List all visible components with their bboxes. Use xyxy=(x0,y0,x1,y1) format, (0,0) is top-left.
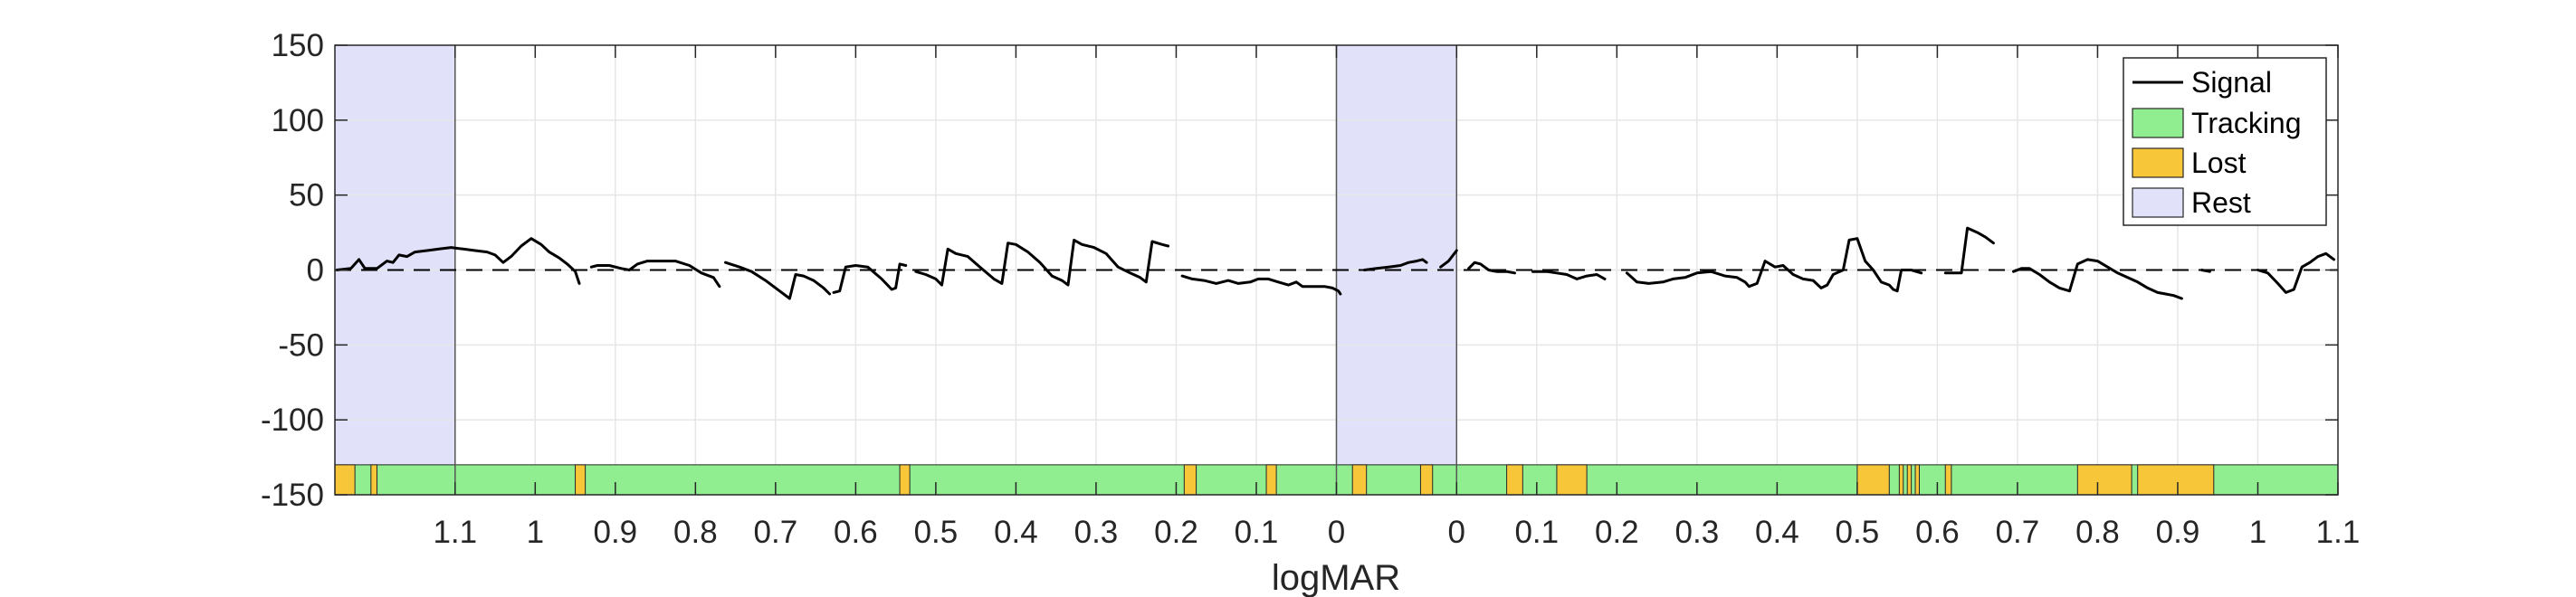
signal-segment xyxy=(914,238,1170,287)
lost-interval xyxy=(1914,464,1920,496)
x-tick-label: 0.4 xyxy=(1755,515,1799,550)
lost-interval xyxy=(1944,464,1952,496)
lost-interval xyxy=(1265,464,1277,496)
lost-interval xyxy=(370,464,377,496)
signal-segment xyxy=(1943,226,1995,275)
x-tick-label: 0.7 xyxy=(754,515,798,550)
legend-rest-swatch xyxy=(2132,187,2184,218)
x-tick-label: 0.1 xyxy=(1514,515,1559,550)
signal-segment xyxy=(1531,270,1607,280)
y-axis-ticks: 150 100 50 0 -50 -100 -150 xyxy=(261,28,2338,513)
signal-segment xyxy=(2012,258,2183,300)
signal-segment xyxy=(1180,274,1342,296)
lost-interval xyxy=(575,464,587,496)
x-tick-label: 0 xyxy=(1448,515,1465,550)
legend-tracking-label: Tracking xyxy=(2191,107,2302,139)
x-tick-label: 0.1 xyxy=(1235,515,1279,550)
y-tick-label: -100 xyxy=(261,403,324,438)
signal-segment xyxy=(1467,261,1516,275)
y-tick-label: 100 xyxy=(272,103,324,138)
x-tick-label: 0.2 xyxy=(1154,515,1198,550)
x-tick-label: 0.6 xyxy=(1915,515,1960,550)
signal-series xyxy=(335,226,2336,300)
legend-rest-label: Rest xyxy=(2191,186,2251,219)
y-tick-label: -150 xyxy=(261,478,324,513)
legend-signal-label: Signal xyxy=(2191,66,2272,99)
lost-interval xyxy=(1351,464,1368,496)
x-tick-label: 0.3 xyxy=(1675,515,1720,550)
legend: Signal Tracking Lost Rest xyxy=(2123,57,2327,226)
x-tick-label: 0.7 xyxy=(1996,515,2040,550)
x-tick-label: 0.3 xyxy=(1074,515,1119,550)
lost-interval xyxy=(899,464,911,496)
x-tick-label: 0.5 xyxy=(1836,515,1880,550)
lost-interval xyxy=(2137,464,2215,496)
x-axis-ticks: 1.1 1 0.9 0.8 0.7 0.6 0.5 0.4 0.3 0.2 0.1 0 0 0.1 0.2 0… xyxy=(433,45,2360,550)
y-tick-label: 50 xyxy=(289,178,324,213)
legend-tracking-swatch xyxy=(2132,108,2184,138)
x-tick-label: 1.1 xyxy=(2316,515,2361,550)
y-tick-label: -50 xyxy=(278,327,324,363)
signal-segment xyxy=(1439,249,1458,269)
x-tick-label: 0.8 xyxy=(673,515,718,550)
x-tick-label: 0.4 xyxy=(994,515,1038,550)
signal-segment xyxy=(335,237,581,285)
x-tick-label: 0.6 xyxy=(834,515,878,550)
signal-segment xyxy=(2256,251,2336,294)
x-tick-label: 0.9 xyxy=(2156,515,2200,550)
signal-segment xyxy=(724,261,832,300)
signal-segment xyxy=(1625,237,1923,293)
lost-interval xyxy=(1898,464,1904,496)
x-tick-label: 1 xyxy=(527,515,544,550)
legend-lost-label: Lost xyxy=(2191,147,2247,179)
legend-lost-swatch xyxy=(2132,147,2184,178)
lost-interval xyxy=(1556,464,1588,496)
y-tick-label: 150 xyxy=(272,28,324,63)
lost-interval xyxy=(1183,464,1197,496)
lost-interval xyxy=(1856,464,1890,496)
x-tick-label: 0.2 xyxy=(1595,515,1639,550)
lost-interval xyxy=(2076,464,2132,496)
x-tick-label: 0 xyxy=(1328,515,1345,550)
signal-segment xyxy=(1363,258,1428,271)
x-tick-label: 1.1 xyxy=(433,515,477,550)
x-tick-label: 0.9 xyxy=(593,515,637,550)
lost-interval xyxy=(1506,464,1523,496)
lost-interval xyxy=(1419,464,1434,496)
x-axis-label: logMAR xyxy=(1272,558,1400,597)
x-tick-label: 1 xyxy=(2249,515,2266,550)
lost-interval xyxy=(1906,464,1913,496)
signal-segment xyxy=(832,262,908,294)
signal-segment xyxy=(2200,269,2211,273)
x-tick-label: 0.8 xyxy=(2075,515,2120,550)
lost-interval xyxy=(334,464,356,496)
y-tick-label: 0 xyxy=(307,253,324,289)
x-tick-label: 0.5 xyxy=(914,515,959,550)
signal-segment xyxy=(589,260,721,289)
